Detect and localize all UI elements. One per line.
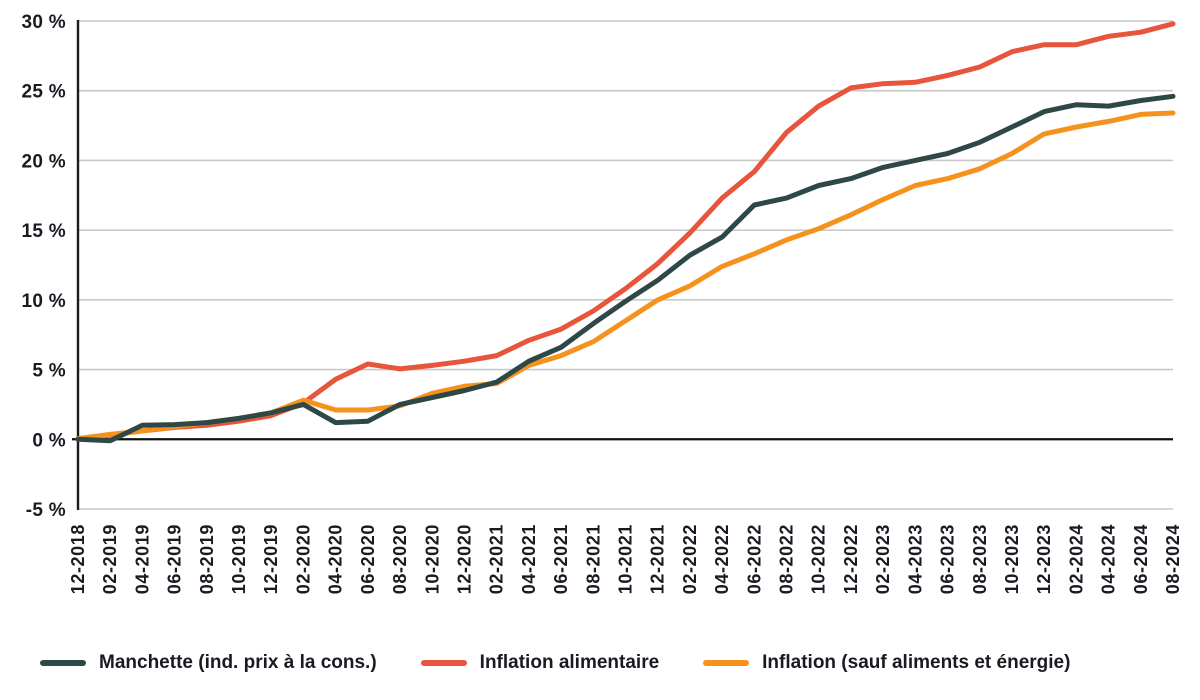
x-tick-label: 02-2021 bbox=[487, 524, 507, 594]
x-tick-label: 08-2020 bbox=[390, 524, 410, 594]
legend: Manchette (ind. prix à la cons.) Inflati… bbox=[0, 652, 1200, 674]
x-tick-label: 12-2019 bbox=[261, 524, 281, 594]
series-line-inflation-alimentaire bbox=[75, 21, 1176, 442]
series-line-manchette bbox=[75, 93, 1176, 444]
legend-item-inflation-sous-jacente: Inflation (sauf aliments et énergie) bbox=[703, 652, 1070, 674]
x-tick-label: 06-2022 bbox=[744, 524, 764, 594]
y-tick-label: 30 % bbox=[21, 12, 66, 33]
legend-item-inflation-alimentaire: Inflation alimentaire bbox=[420, 652, 660, 674]
x-tick-label: 02-2019 bbox=[100, 524, 120, 594]
x-tick-label: 04-2023 bbox=[905, 524, 925, 594]
x-tick-label: 06-2023 bbox=[938, 524, 958, 594]
x-tick-label: 12-2021 bbox=[648, 524, 668, 594]
x-tick-label: 10-2023 bbox=[1002, 524, 1022, 594]
x-tick-label: 08-2023 bbox=[970, 524, 990, 594]
x-tick-label: 04-2022 bbox=[712, 524, 732, 594]
legend-swatch-inflation-alimentaire bbox=[420, 660, 467, 666]
x-tick-label: 04-2021 bbox=[519, 524, 539, 594]
x-tick-label: 10-2019 bbox=[229, 524, 249, 594]
x-tick-label: 08-2024 bbox=[1163, 524, 1183, 594]
series-line-inflation-sous-jacente bbox=[75, 110, 1176, 442]
x-tick-label: 10-2021 bbox=[616, 524, 636, 594]
plot-area: 30 % 25 % 20 % 15 % 10 % 5 % 0 % -5 %12-2018 02-… bbox=[21, 12, 1183, 594]
x-tick-label: 08-2022 bbox=[777, 524, 797, 594]
x-tick-label: 04-2019 bbox=[132, 524, 152, 594]
y-tick-label: 15 % bbox=[21, 221, 66, 242]
x-tick-label: 02-2020 bbox=[293, 524, 313, 594]
x-tick-label: 04-2020 bbox=[326, 524, 346, 594]
x-tick-label: 10-2020 bbox=[422, 524, 442, 594]
x-tick-label: 12-2020 bbox=[454, 524, 474, 594]
x-tick-label: 10-2022 bbox=[809, 524, 829, 594]
x-tick-label: 02-2022 bbox=[680, 524, 700, 594]
x-tick-label: 08-2021 bbox=[583, 524, 603, 594]
y-tick-label: 20 % bbox=[21, 151, 66, 172]
x-tick-label: 04-2024 bbox=[1099, 524, 1119, 594]
y-tick-label: -5 % bbox=[26, 500, 66, 521]
legend-item-manchette: Manchette (ind. prix à la cons.) bbox=[40, 652, 377, 674]
x-tick-label: 08-2019 bbox=[197, 524, 217, 594]
legend-label-inflation-alimentaire: Inflation alimentaire bbox=[479, 652, 660, 673]
legend-swatch-manchette bbox=[40, 660, 86, 666]
x-tick-label: 02-2024 bbox=[1066, 524, 1086, 594]
x-tick-label: 06-2019 bbox=[165, 524, 185, 594]
x-tick-label: 06-2021 bbox=[551, 524, 571, 594]
legend-label-manchette: Manchette (ind. prix à la cons.) bbox=[99, 652, 377, 673]
legend-swatch-inflation-sous-jacente bbox=[703, 660, 750, 666]
y-tick-label: 0 % bbox=[32, 430, 66, 451]
x-tick-label: 12-2018 bbox=[68, 524, 88, 594]
x-tick-label: 06-2020 bbox=[358, 524, 378, 594]
x-tick-label: 06-2024 bbox=[1131, 524, 1151, 594]
x-tick-label: 12-2022 bbox=[841, 524, 861, 594]
x-tick-label: 02-2023 bbox=[873, 524, 893, 594]
x-tick-label: 12-2023 bbox=[1034, 524, 1054, 594]
legend-label-inflation-sous-jacente: Inflation (sauf aliments et énergie) bbox=[762, 652, 1071, 673]
y-tick-label: 25 % bbox=[21, 82, 66, 103]
y-tick-label: 5 % bbox=[32, 361, 66, 382]
y-tick-label: 10 % bbox=[21, 291, 66, 312]
